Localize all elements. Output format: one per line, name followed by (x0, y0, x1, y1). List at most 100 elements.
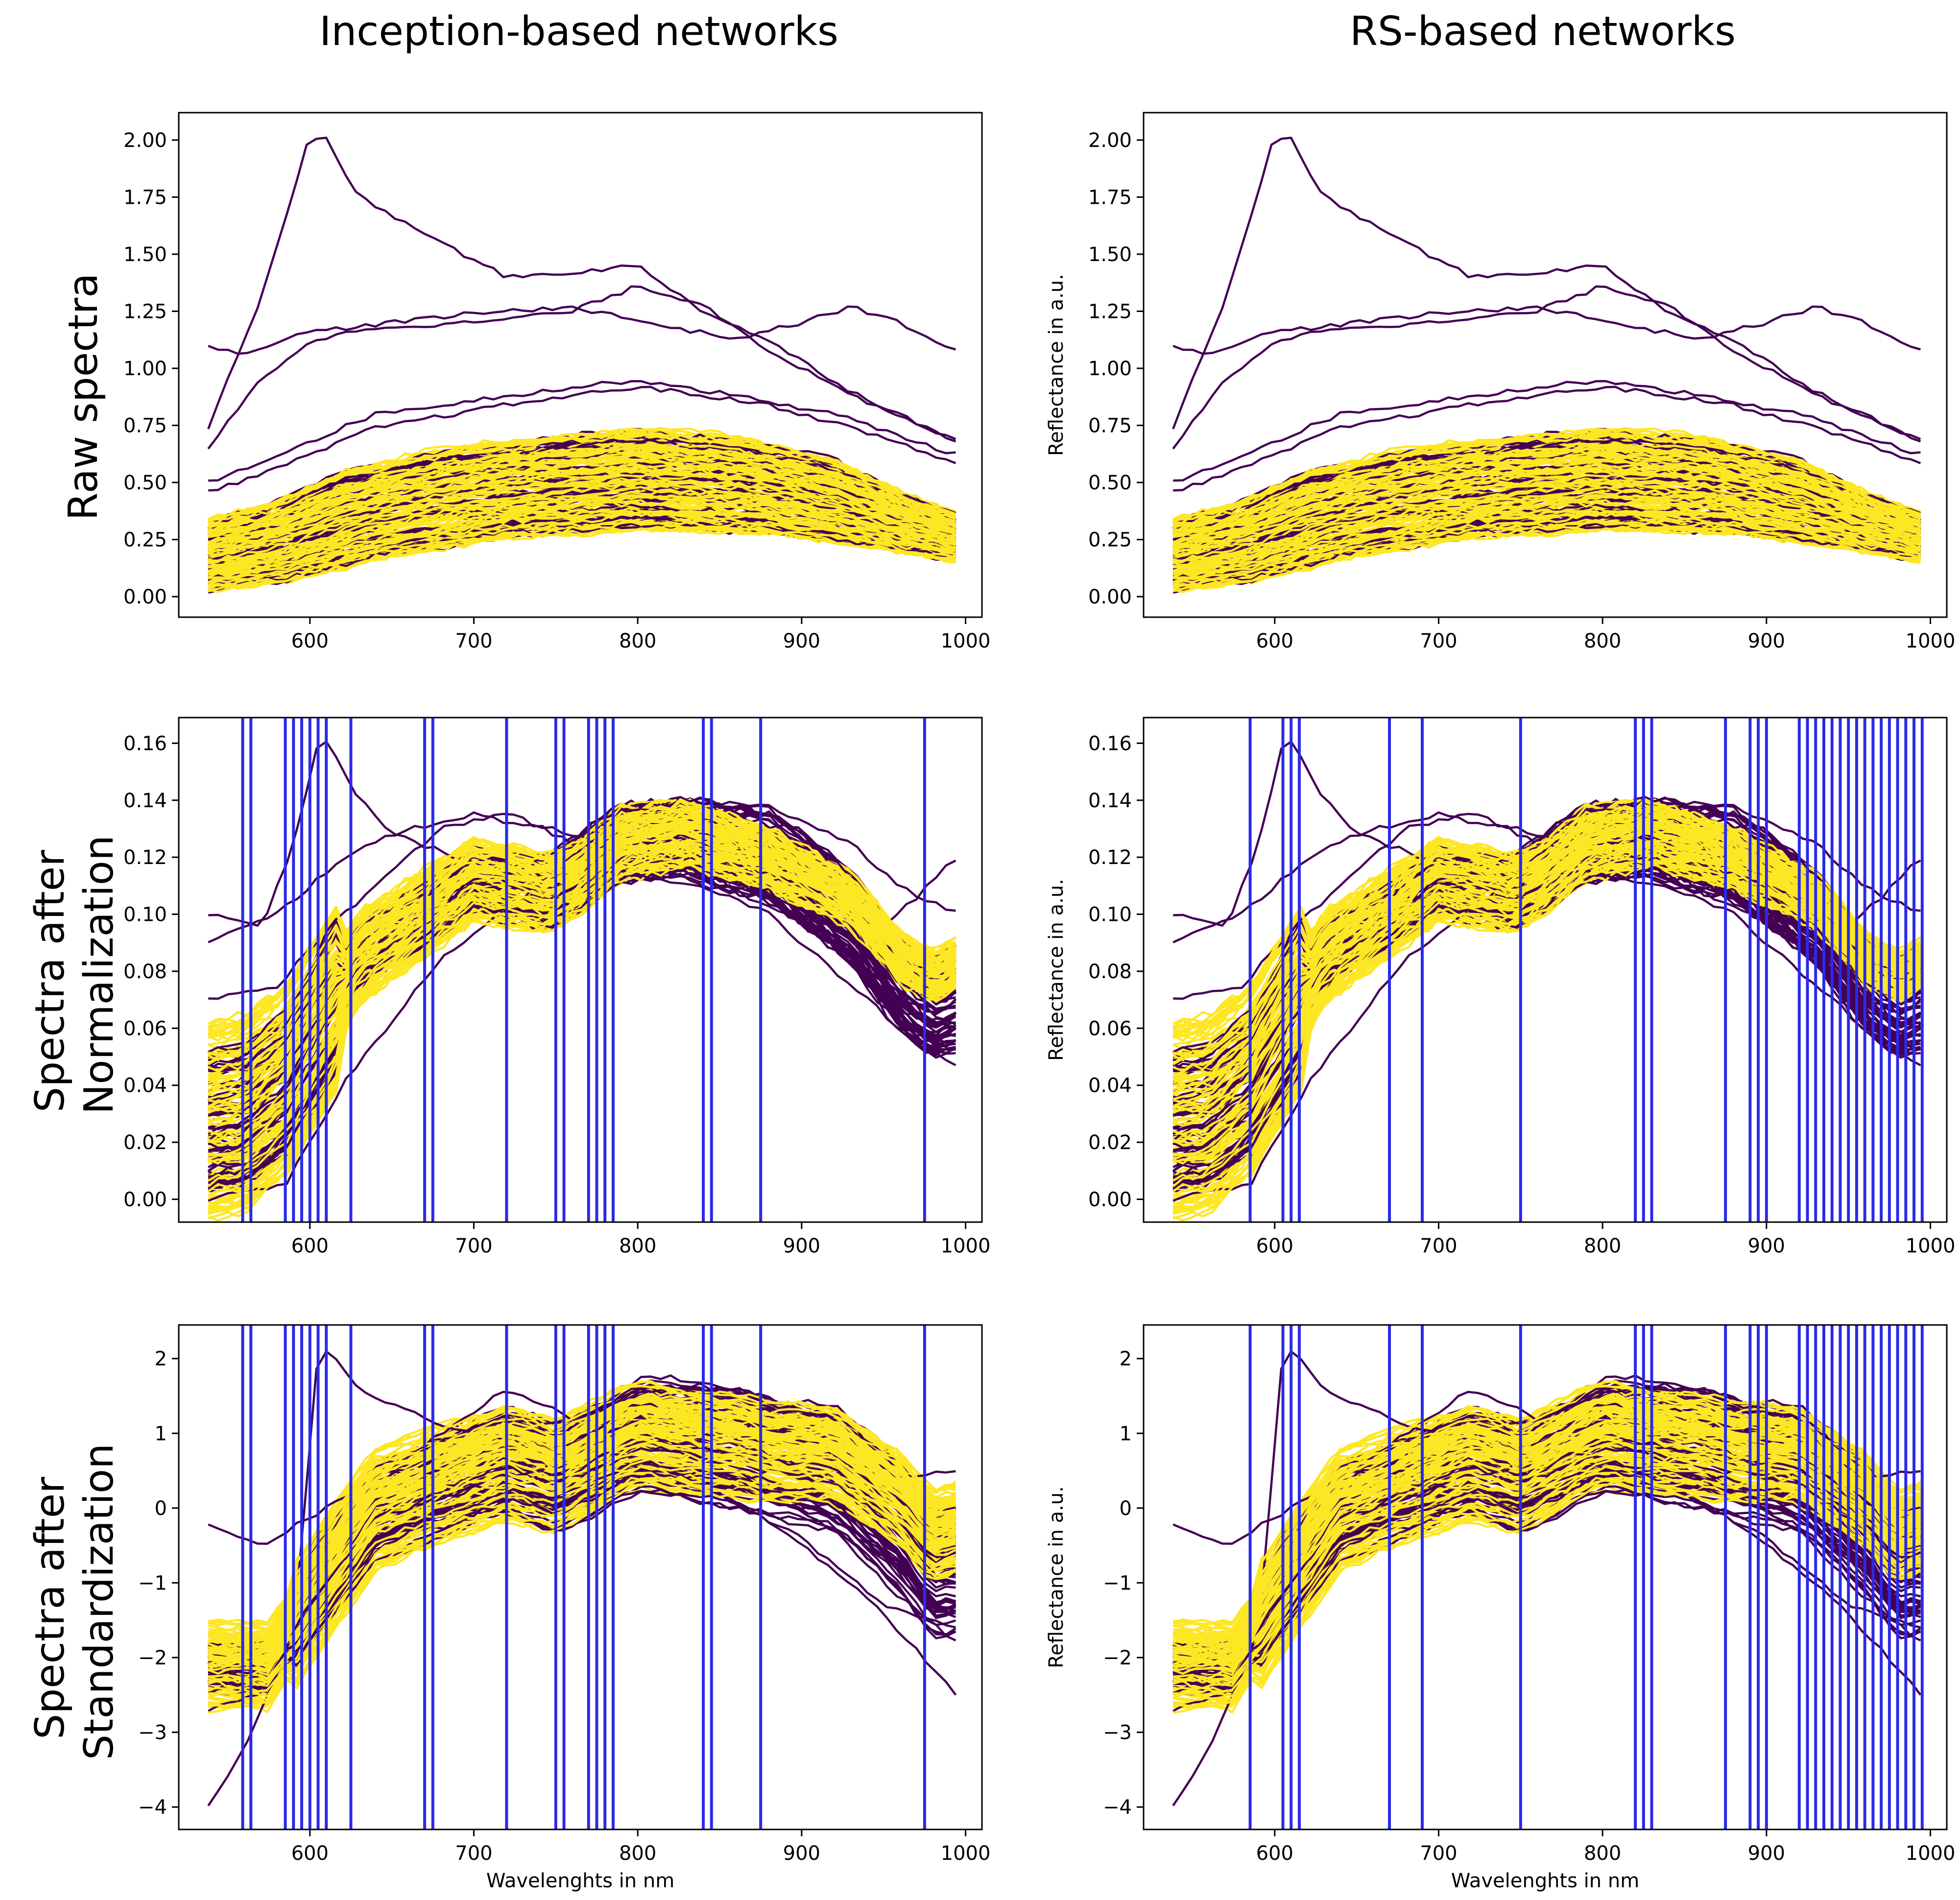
x-tick-label: 900 (1748, 1235, 1785, 1257)
spectra-lines (1172, 137, 1921, 594)
spectrum-line-yellow (1172, 526, 1921, 588)
x-tick-label: 800 (1584, 1235, 1621, 1257)
y-tick-label: −3 (1103, 1722, 1132, 1744)
spectrum-line-yellow (208, 479, 956, 556)
axes-frame (1143, 1324, 1948, 1830)
y-tick-label: 0.75 (1088, 415, 1132, 437)
spectrum-line-purple (208, 431, 956, 522)
spectrum-line-yellow (1173, 1489, 1921, 1713)
y-tick-label: −4 (1103, 1796, 1132, 1819)
row-title-standardization-line1: Spectra after (27, 1477, 73, 1739)
spectrum-line-yellow (1172, 809, 1921, 1040)
spectra-lines (207, 740, 957, 1222)
y-axis-label: Reflectance in a.u. (1045, 1486, 1068, 1668)
spectrum-line-yellow (1172, 824, 1921, 1109)
spectrum-line-yellow (1172, 1407, 1921, 1647)
x-tick-label: 700 (1420, 630, 1457, 652)
y-tick-label: 1.25 (123, 300, 167, 323)
row-title-raw-line1: Raw spectra (60, 273, 107, 521)
column-title-rs: RS-based networks (1350, 8, 1736, 55)
spectrum-line-yellow (208, 849, 956, 1161)
y-tick-label: −1 (138, 1572, 167, 1594)
spectrum-line-purple (1172, 796, 1921, 1055)
y-tick-label: 1.50 (1088, 243, 1132, 266)
spectrum-line-purple (1172, 285, 1921, 450)
spectrum-line-purple (208, 438, 956, 529)
x-tick-label: 800 (1584, 1842, 1621, 1865)
y-axis-label: Reflectance in a.u. (1045, 879, 1068, 1061)
y-tick-label: 0.16 (1088, 732, 1132, 755)
x-tick-label: 1000 (1906, 630, 1956, 652)
y-tick-label: 0.14 (123, 790, 167, 812)
y-tick-label: 0.10 (123, 904, 167, 926)
spectrum-line-purple (1172, 137, 1921, 440)
y-tick-label: 1 (155, 1422, 167, 1445)
spectrum-line-yellow (208, 1458, 956, 1689)
spectrum-line-purple (207, 285, 956, 450)
y-tick-label: 0.25 (123, 529, 167, 552)
spectra-lines (1172, 1350, 1922, 1806)
y-tick-label: −3 (138, 1722, 167, 1744)
spectrum-line-yellow (1173, 1471, 1921, 1698)
spectrum-line-yellow (208, 509, 956, 578)
y-tick-label: −2 (1103, 1647, 1132, 1669)
y-tick-label: 0 (1120, 1497, 1132, 1520)
x-tick-label: 800 (619, 1842, 656, 1865)
spectrum-line-purple (1172, 1489, 1921, 1695)
y-tick-label: 0.08 (1088, 961, 1132, 983)
column-title-inception: Inception-based networks (319, 8, 838, 55)
spectrum-line-yellow (1172, 519, 1921, 590)
spectrum-line-yellow (208, 443, 956, 529)
spectrum-line-yellow (208, 464, 956, 552)
y-tick-label: 1.00 (1088, 358, 1132, 380)
spectrum-line-yellow (208, 808, 956, 1065)
axes-frame (178, 717, 983, 1223)
y-tick-label: 0.25 (1088, 529, 1132, 552)
spectrum-line-purple (208, 1489, 956, 1695)
spectrum-line-yellow (1172, 830, 1921, 1109)
spectra-lines (207, 1350, 957, 1806)
x-tick-label: 800 (1584, 630, 1621, 652)
axes-frame (178, 1324, 983, 1830)
spectrum-line-yellow (1172, 443, 1921, 529)
spectrum-line-yellow (208, 1385, 956, 1632)
y-tick-label: 0.08 (123, 961, 167, 983)
y-tick-label: 0.06 (123, 1017, 167, 1040)
y-tick-label: 0.04 (123, 1075, 167, 1097)
x-tick-label: 700 (455, 1842, 492, 1865)
spectrum-line-purple (208, 305, 956, 355)
spectrum-line-yellow (1173, 1418, 1921, 1659)
panel-raw-inception: 600 700 800 900 1000 0.00 0.25 0.50 0.75 1.00 1.25… (123, 112, 990, 652)
y-tick-label: 0.10 (1088, 904, 1132, 926)
spectrum-line-purple (1173, 385, 1921, 492)
y-tick-label: 0.02 (123, 1131, 167, 1154)
y-axis-label: Reflectance in a.u. (1045, 274, 1068, 456)
panel-normalization-rs: 600 700 800 900 1000 0.00 0.02 0.04 0.06 0.08 0.10… (1045, 717, 1956, 1257)
x-tick-label: 600 (1256, 1235, 1293, 1257)
spectrum-line-yellow (1172, 486, 1921, 567)
spectrum-line-purple (1172, 305, 1921, 355)
x-axis-label: Wavelenghts in nm (486, 1870, 674, 1892)
y-tick-label: 2.00 (123, 129, 167, 152)
spectrum-line-yellow (1172, 472, 1921, 550)
x-tick-label: 1000 (941, 1842, 991, 1865)
spectrum-line-purple (1173, 380, 1921, 482)
x-tick-label: 700 (455, 630, 492, 652)
spectrum-line-yellow (208, 1453, 956, 1684)
y-tick-label: 0.75 (123, 415, 167, 437)
spectrum-line-yellow (1172, 509, 1921, 578)
spectrum-line-yellow (208, 1398, 956, 1643)
panel-raw-rs: 600 700 800 900 1000 0.00 0.25 0.50 0.75 1.00 1.25… (1045, 112, 1956, 652)
y-tick-label: 0.00 (1088, 586, 1132, 608)
y-tick-label: 0.50 (1088, 472, 1132, 494)
spectrum-line-yellow (208, 453, 956, 537)
y-tick-label: 1 (1120, 1422, 1132, 1445)
spectrum-line-yellow (208, 1418, 956, 1659)
row-title-standardization-line2: Standardization (76, 1443, 122, 1760)
x-tick-label: 1000 (1906, 1235, 1956, 1257)
axes-frame (1143, 717, 1948, 1223)
spectrum-line-purple (1172, 431, 1921, 522)
spectrum-line-yellow (208, 493, 956, 564)
x-tick-label: 900 (783, 1235, 820, 1257)
